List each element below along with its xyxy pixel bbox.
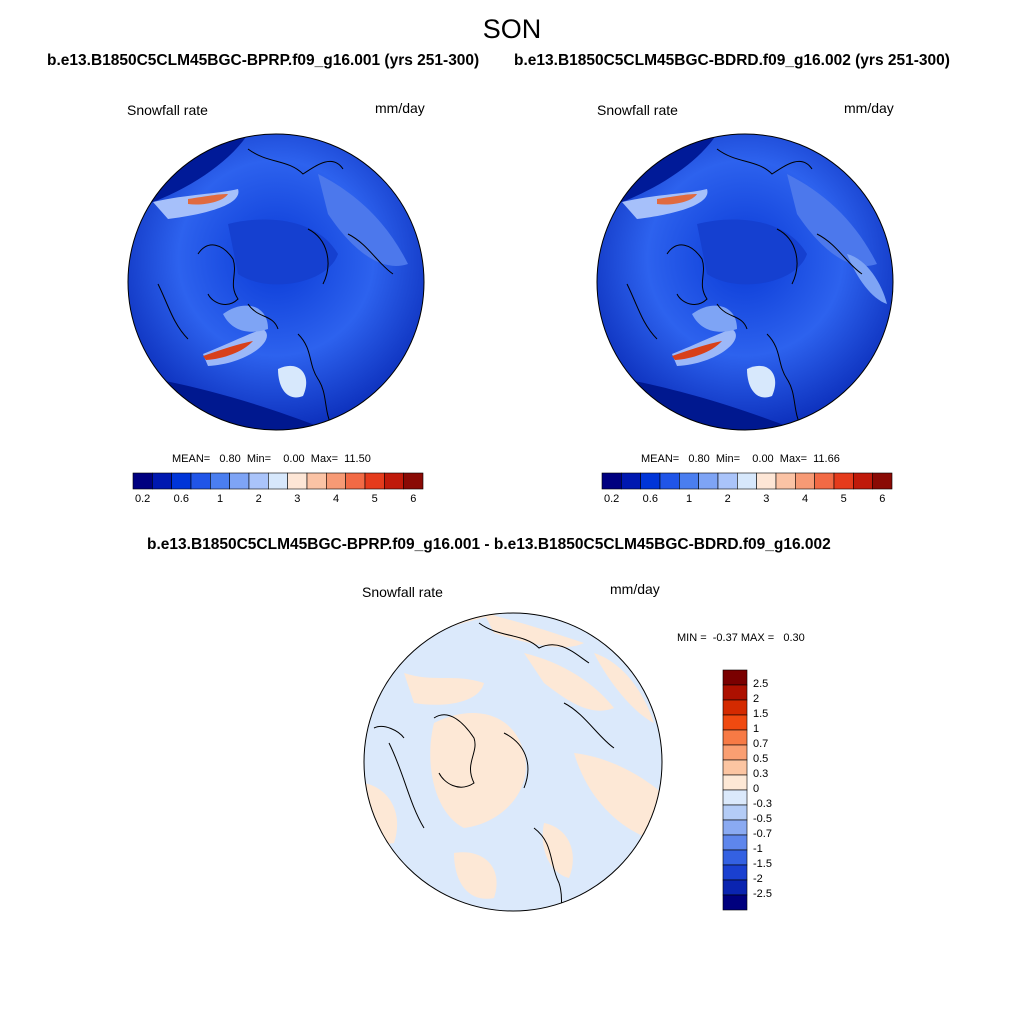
colorbar-swatch [717,472,738,490]
colorbar-tick-label: 0.7 [753,738,769,750]
colorbar-tick-label: 0.2 [135,493,151,505]
colorbar-swatch [722,684,748,701]
panel-1-stats: MEAN= 0.80 Min= 0.00 Max= 11.50 [172,453,371,465]
colorbar-swatch [722,849,748,866]
colorbar-swatch [152,472,172,490]
colorbar-swatch [722,669,748,686]
colorbar-swatch [345,472,366,490]
colorbar-tick-label: 1 [685,493,693,505]
colorbar-tick-label: 6 [879,493,886,505]
diff-panel-stats: MIN = -0.37 MAX = 0.30 [677,632,805,644]
colorbar-tick-label: 1.5 [753,708,769,720]
colorbar-swatch [229,472,250,490]
colorbar-tick-label: -2.5 [753,888,772,900]
colorbar-tick-label: 6 [410,493,417,505]
diff-panel-colorbar-ticks: 2.5 2 1.5 1 0.7 0.5 0.3 0 -0.3 -0.5 -0.7 -1 -1.5 -2 -2… [753,670,793,910]
colorbar-tick-label: 4 [332,493,340,505]
colorbar-swatch [171,472,192,490]
colorbar-tick-label: -1.5 [753,858,772,870]
colorbar-swatch [722,804,748,821]
colorbar-swatch [795,472,815,490]
colorbar-swatch [364,472,385,490]
panel-2-polar-map [596,133,894,431]
panel-1-polar-map [127,133,425,431]
colorbar-tick-label: 0.6 [642,493,658,505]
colorbar-tick-label: 1 [753,723,760,735]
colorbar-swatch [621,472,641,490]
colorbar-tick-label: -2 [753,873,763,885]
colorbar-tick-label: -0.7 [753,828,772,840]
colorbar-tick-label: 1 [216,493,224,505]
diff-panel-polar-map [363,612,663,912]
colorbar-swatch [210,472,230,490]
colorbar-swatch [722,699,748,716]
colorbar-swatch [640,472,661,490]
panel-2-variable-label: Snowfall rate [597,102,678,118]
panel-1-title: b.e13.B1850C5CLM45BGC-BPRP.f09_g16.001 (… [47,52,480,69]
colorbar-swatch [814,472,835,490]
colorbar-tick-label: 0.5 [753,753,769,765]
colorbar-swatch [306,472,327,490]
colorbar-swatch [659,472,680,490]
colorbar-swatch [722,894,748,911]
panel-2-title: b.e13.B1850C5CLM45BGC-BDRD.f09_g16.002 (… [514,52,950,69]
colorbar-swatch [403,472,424,490]
colorbar-tick-label: 2 [724,493,731,505]
colorbar-swatch [679,472,699,490]
colorbar-tick-label: 2 [753,693,760,705]
diff-panel-variable-label: Snowfall rate [362,584,443,600]
panel-2-colorbar [601,472,893,490]
colorbar-swatch [384,472,404,490]
diff-panel-colorbar [722,669,748,911]
colorbar-tick-label: 2 [255,493,262,505]
colorbar-swatch [132,472,153,490]
panel-2-colorbar-ticks: 0.2 0.6 1 2 3 4 5 6 [602,493,892,507]
colorbar-swatch [268,472,288,490]
colorbar-tick-label: -0.3 [753,798,772,810]
colorbar-tick-label: 5 [371,493,378,505]
panel-1-variable-label: Snowfall rate [127,102,208,118]
colorbar-tick-label: 0.6 [173,493,189,505]
colorbar-tick-label: 2.5 [753,678,769,690]
colorbar-tick-label: 0.2 [604,493,620,505]
colorbar-tick-label: 3 [294,493,301,505]
colorbar-swatch [698,472,719,490]
colorbar-swatch [853,472,873,490]
colorbar-swatch [756,472,777,490]
colorbar-swatch [722,714,748,731]
colorbar-swatch [326,472,346,490]
diff-panel-units-label: mm/day [610,581,660,597]
colorbar-swatch [722,759,748,776]
colorbar-swatch [722,834,748,851]
colorbar-swatch [722,819,748,836]
colorbar-swatch [775,472,796,490]
colorbar-swatch [722,879,748,896]
season-title: SON [482,14,542,44]
colorbar-swatch [722,864,748,881]
diff-panel-title: b.e13.B1850C5CLM45BGC-BPRP.f09_g16.001 -… [147,536,831,553]
colorbar-swatch [722,774,748,791]
colorbar-swatch [722,729,748,746]
panel-1-colorbar [132,472,424,490]
panel-1-units-label: mm/day [375,100,425,116]
colorbar-tick-label: 3 [763,493,770,505]
colorbar-tick-label: -1 [753,843,763,855]
colorbar-swatch [833,472,854,490]
colorbar-swatch [872,472,893,490]
colorbar-swatch [601,472,622,490]
panel-2-units-label: mm/day [844,100,894,116]
colorbar-swatch [722,789,748,806]
colorbar-swatch [190,472,211,490]
colorbar-tick-label: 0.3 [753,768,769,780]
panel-2-stats: MEAN= 0.80 Min= 0.00 Max= 11.66 [641,453,840,465]
colorbar-tick-label: 0 [753,783,760,795]
panel-1-colorbar-ticks: 0.2 0.6 1 2 3 4 5 6 [133,493,423,507]
colorbar-swatch [722,744,748,761]
colorbar-tick-label: -0.5 [753,813,772,825]
colorbar-tick-label: 5 [840,493,847,505]
colorbar-swatch [737,472,757,490]
colorbar-swatch [287,472,308,490]
colorbar-swatch [248,472,269,490]
colorbar-tick-label: 4 [801,493,809,505]
